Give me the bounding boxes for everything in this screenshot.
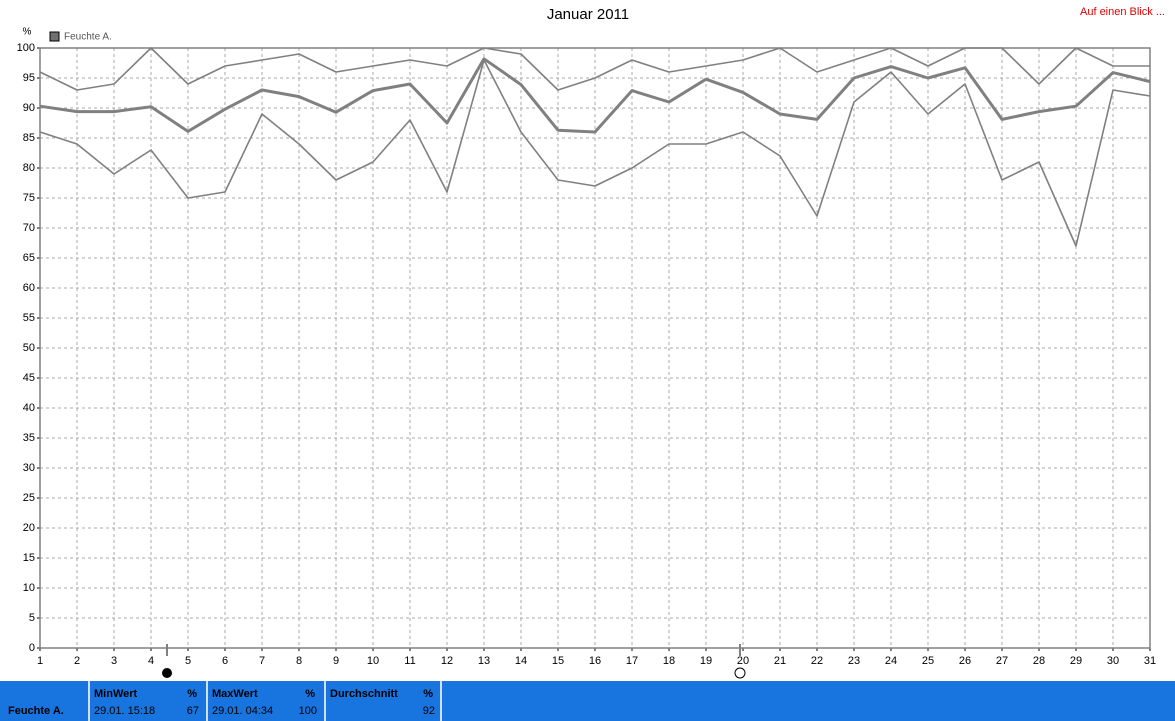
legend-swatch xyxy=(49,31,60,42)
summary-cells: MinWert % 29.01. 15:18 67 MaxWert % 29.01. 04:… xyxy=(88,681,442,721)
legend-label: Feuchte A. xyxy=(64,32,112,43)
overview-link[interactable]: Auf einen Blick ... xyxy=(1080,6,1165,18)
plot-frame xyxy=(39,47,1151,649)
x-tick-label: 6 xyxy=(222,655,228,667)
data-line xyxy=(39,47,1150,91)
y-tick-label: 25 xyxy=(23,492,35,504)
y-tick-label: 15 xyxy=(23,552,35,564)
x-tick-label: 9 xyxy=(333,655,339,667)
y-tick-label: 50 xyxy=(23,342,35,354)
y-tick-label: 80 xyxy=(23,162,35,174)
chart-title: Januar 2011 xyxy=(547,6,629,23)
cell-value: 67 xyxy=(187,705,199,717)
y-tick-label: 20 xyxy=(23,522,35,534)
x-tick-label: 24 xyxy=(885,655,897,667)
cell-unit: % xyxy=(423,688,433,700)
x-tick-label: 28 xyxy=(1033,655,1045,667)
x-tick-label: 19 xyxy=(700,655,712,667)
x-tick-label: 17 xyxy=(626,655,638,667)
x-tick-label: 31 xyxy=(1144,655,1156,667)
x-tick-label: 14 xyxy=(515,655,527,667)
summary-bar xyxy=(0,681,1175,721)
x-tick-label: 2 xyxy=(74,655,80,667)
x-tick-label: 13 xyxy=(478,655,490,667)
cell-unit: % xyxy=(187,688,197,700)
y-tick-label: 0 xyxy=(29,642,35,654)
cell-time: 29.01. 15:18 xyxy=(94,705,155,717)
x-tick-label: 11 xyxy=(404,655,415,667)
summary-label: Feuchte A. xyxy=(8,705,64,717)
y-tick-label: 60 xyxy=(23,282,35,294)
y-tick-label: 55 xyxy=(23,312,35,324)
y-tick-label: 30 xyxy=(23,462,35,474)
x-tick-label: 16 xyxy=(589,655,601,667)
y-tick-label: 65 xyxy=(23,252,35,264)
cursor-marker xyxy=(734,667,746,679)
y-axis-label: % xyxy=(23,27,32,38)
x-tick-label: 29 xyxy=(1070,655,1082,667)
data-line xyxy=(39,57,1151,134)
y-tick-label: 10 xyxy=(23,582,35,594)
cell-unit: % xyxy=(305,688,315,700)
y-tick-label: 40 xyxy=(23,402,35,414)
cell-time: 29.01. 04:34 xyxy=(212,705,273,717)
cell-value: 100 xyxy=(299,705,317,717)
x-tick-label: 26 xyxy=(959,655,971,667)
x-tick-label: 27 xyxy=(996,655,1008,667)
y-tick-label: 70 xyxy=(23,222,35,234)
x-tick-label: 1 xyxy=(37,655,43,667)
x-tick-label: 21 xyxy=(774,655,786,667)
cursor-marker xyxy=(162,668,172,678)
x-tick-label: 4 xyxy=(148,655,154,667)
x-tick-label: 3 xyxy=(111,655,117,667)
data-line xyxy=(39,59,1151,247)
y-tick-label: 90 xyxy=(23,102,35,114)
x-tick-label: 8 xyxy=(296,655,302,667)
x-tick-label: 5 xyxy=(185,655,191,667)
x-tick-label: 18 xyxy=(663,655,675,667)
y-tick-label: 95 xyxy=(23,72,35,84)
y-tick-label: 35 xyxy=(23,432,35,444)
cell-header: Durchschnitt xyxy=(330,688,398,700)
x-tick-label: 12 xyxy=(441,655,453,667)
y-tick-label: 45 xyxy=(23,372,35,384)
cell-header: MaxWert xyxy=(212,688,258,700)
cell-value: 92 xyxy=(423,705,435,717)
x-tick-label: 10 xyxy=(367,655,379,667)
cell-header: MinWert xyxy=(94,688,138,700)
y-tick-label: 5 xyxy=(29,612,35,624)
x-tick-label: 25 xyxy=(922,655,934,667)
x-tick-label: 20 xyxy=(737,655,749,667)
x-tick-label: 23 xyxy=(848,655,860,667)
x-tick-label: 15 xyxy=(552,655,564,667)
y-tick-label: 100 xyxy=(17,42,35,54)
x-tick-label: 30 xyxy=(1107,655,1119,667)
y-tick-label: 85 xyxy=(23,132,35,144)
x-tick-label: 22 xyxy=(811,655,823,667)
x-tick-label: 7 xyxy=(259,655,265,667)
y-tick-label: 75 xyxy=(23,192,35,204)
